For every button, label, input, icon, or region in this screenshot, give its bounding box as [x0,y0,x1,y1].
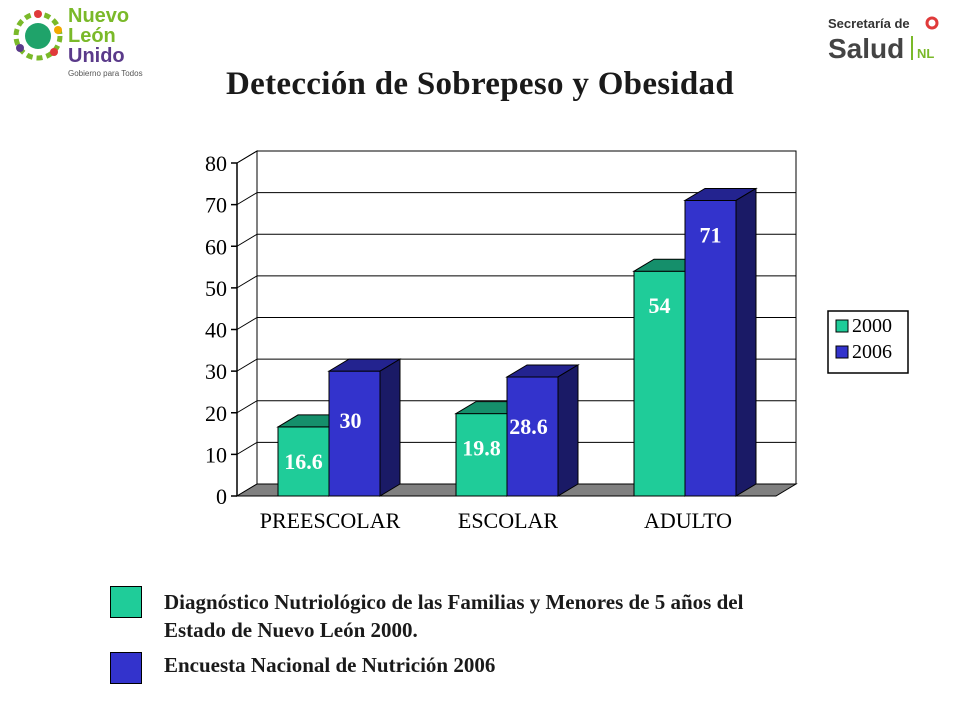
x-tick-label: ESCOLAR [458,508,559,533]
logo-line3: Unido [68,45,125,67]
x-tick-label: PREESCOLAR [260,508,401,533]
data-label: 28.6 [509,414,548,439]
gridline-side [236,150,258,164]
source-2006-line1: Encuesta Nacional de Nutrición 2006 [164,653,496,677]
source-2000-line2: Estado de Nuevo León 2000. [164,618,418,642]
swatch-2006 [110,652,142,684]
y-tick-label: 50 [205,276,227,301]
x-tick-label: ADULTO [644,508,732,533]
y-tick-label: 0 [216,484,227,509]
source-2000-line1: Diagnóstico Nutriológico de las Familias… [164,590,744,614]
y-tick-label: 10 [205,442,227,467]
y-tick-label: 30 [205,359,227,384]
legend-swatch-2000 [835,319,849,333]
bar-side-2006-1 [557,364,579,497]
y-tick-label: 80 [205,151,227,176]
data-label: 30 [340,408,362,433]
gridline-side [236,233,258,247]
y-tick-label: 20 [205,401,227,426]
data-label: 54 [649,293,671,318]
bar-2006-1 [506,376,559,497]
bar-2006-0 [328,370,381,497]
salud-logo-line1: Secretaría de [828,16,910,31]
bar-2000-0 [277,426,330,497]
page-title: Detección de Sobrepeso y Obesidad [226,66,734,102]
y-tick-label: 70 [205,193,227,218]
swatch-2000 [110,586,142,618]
y-tick-label: 60 [205,234,227,259]
gridline-side [236,441,258,455]
legend-label-2006: 2006 [852,341,892,363]
logo-line1: Nuevo [68,5,129,27]
data-label: 16.6 [284,449,323,474]
flower-emblem-icon [13,10,63,61]
data-label: 19.8 [462,436,501,461]
salud-logo-line2: Salud [828,33,904,64]
gridline-side [236,275,258,289]
bar-2000-1 [455,413,508,497]
gridline-side [236,400,258,414]
bar-side-2006-2 [735,187,757,497]
bar-2000-2 [633,270,686,497]
legend-label-2000: 2000 [852,315,892,337]
salud-ring-icon [925,16,939,30]
logo-line2: León [68,25,116,47]
y-tick-label: 40 [205,318,227,343]
bar-side-2006-0 [379,358,401,497]
nuevo-leon-unido-logo: Nuevo León Unido Gobierno para Todos [6,2,156,82]
data-label: 71 [700,222,722,247]
gridline-side [236,317,258,330]
gridline-side [236,358,258,372]
gridline-side [236,192,258,206]
legend-swatch-2006 [835,345,849,359]
logo-tagline: Gobierno para Todos [68,69,143,78]
secretaria-salud-logo: Secretaría de Salud NL [826,14,946,64]
salud-logo-suffix: NL [917,46,934,61]
